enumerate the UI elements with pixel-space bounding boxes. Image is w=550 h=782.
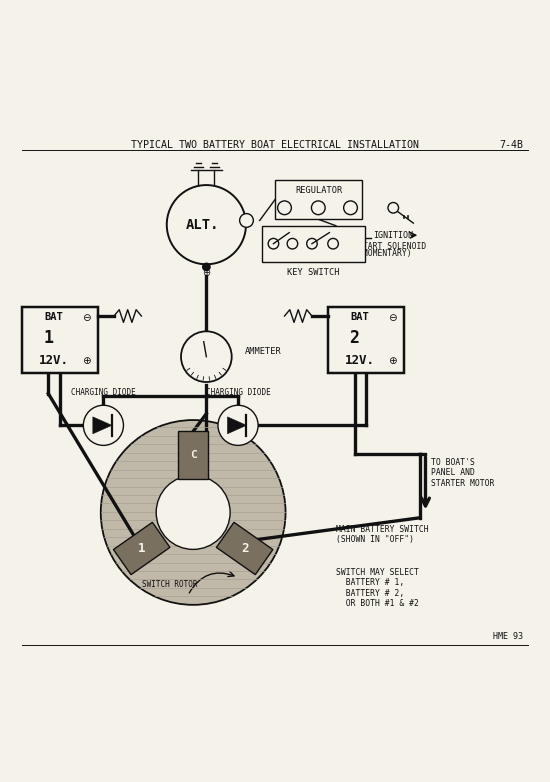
Polygon shape (228, 417, 246, 434)
Text: SWITCH MAY SELECT
  BATTERY # 1,
  BATTERY # 2,
  OR BOTH #1 & #2: SWITCH MAY SELECT BATTERY # 1, BATTERY #… (336, 568, 419, 608)
Text: BAT: BAT (350, 312, 370, 322)
Text: 12V.: 12V. (39, 354, 69, 367)
Text: 2: 2 (241, 542, 249, 555)
Circle shape (287, 239, 298, 249)
Text: HME 93: HME 93 (493, 633, 523, 641)
Circle shape (167, 185, 246, 264)
Text: KEY SWITCH: KEY SWITCH (287, 267, 339, 277)
Text: MAIN BATTERY SWITCH
(SHOWN IN "OFF"): MAIN BATTERY SWITCH (SHOWN IN "OFF") (336, 525, 428, 544)
Circle shape (278, 201, 292, 214)
Text: 7-4B: 7-4B (499, 140, 523, 150)
Circle shape (268, 239, 279, 249)
Text: $\ominus$: $\ominus$ (388, 311, 398, 323)
Text: $\oplus$: $\oplus$ (388, 355, 398, 366)
Text: 12V.: 12V. (345, 354, 375, 367)
Circle shape (84, 405, 123, 446)
Polygon shape (113, 522, 170, 575)
Polygon shape (216, 522, 273, 575)
Circle shape (311, 201, 325, 214)
FancyBboxPatch shape (21, 307, 98, 372)
Circle shape (344, 201, 358, 214)
Circle shape (181, 332, 232, 382)
Text: 1: 1 (43, 328, 53, 346)
Text: $\oplus$: $\oplus$ (202, 267, 211, 278)
Text: AMMETER: AMMETER (244, 347, 281, 356)
Text: SWITCH ROTOR: SWITCH ROTOR (142, 580, 197, 590)
FancyBboxPatch shape (275, 180, 362, 220)
Text: REGULATOR: REGULATOR (295, 186, 342, 196)
Text: (MOMENTARY): (MOMENTARY) (359, 249, 412, 258)
FancyBboxPatch shape (328, 307, 404, 372)
Polygon shape (178, 432, 208, 479)
Circle shape (307, 239, 317, 249)
Text: 2: 2 (350, 328, 360, 346)
Circle shape (202, 264, 210, 271)
Circle shape (240, 213, 254, 228)
Polygon shape (93, 417, 112, 434)
Circle shape (156, 475, 230, 550)
Circle shape (388, 203, 399, 213)
Text: CHARGING DIODE: CHARGING DIODE (71, 388, 136, 396)
Circle shape (101, 420, 285, 604)
Circle shape (218, 405, 258, 446)
Text: $\ominus$: $\ominus$ (82, 311, 91, 323)
Text: $\oplus$: $\oplus$ (82, 355, 91, 366)
Text: TO BOAT'S
PANEL AND
STARTER MOTOR: TO BOAT'S PANEL AND STARTER MOTOR (431, 458, 494, 488)
FancyBboxPatch shape (262, 226, 365, 262)
Text: CHARGING DIODE: CHARGING DIODE (206, 388, 271, 396)
Text: TYPICAL TWO BATTERY BOAT ELECTRICAL INSTALLATION: TYPICAL TWO BATTERY BOAT ELECTRICAL INST… (131, 140, 419, 150)
Text: C: C (190, 450, 196, 460)
Text: IGNITION: IGNITION (373, 231, 412, 240)
Text: ALT.: ALT. (185, 217, 219, 231)
Text: BAT: BAT (45, 312, 63, 322)
Text: START SOLENOID: START SOLENOID (359, 242, 427, 251)
Text: 1: 1 (138, 542, 145, 555)
Circle shape (328, 239, 338, 249)
